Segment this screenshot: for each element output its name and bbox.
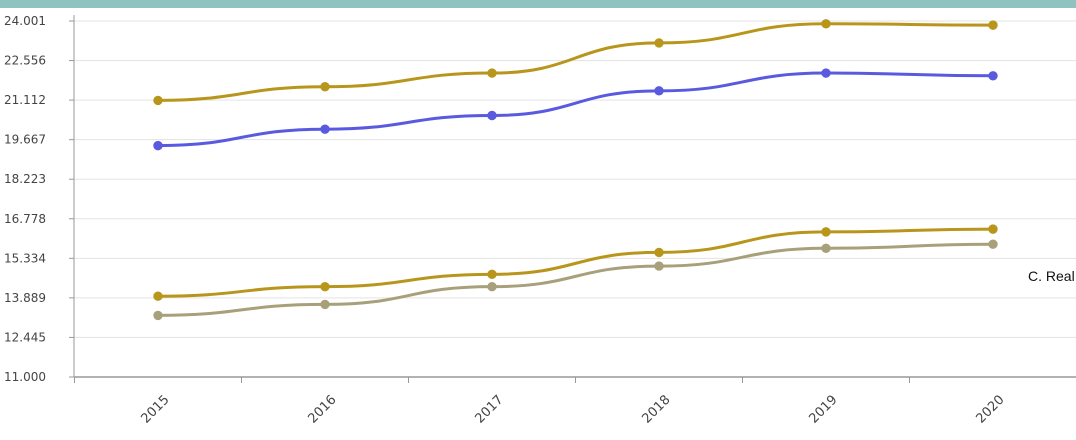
data-point[interactable] — [487, 68, 497, 78]
data-point[interactable] — [654, 261, 664, 271]
data-point[interactable] — [153, 310, 163, 321]
data-point[interactable] — [988, 20, 998, 30]
side-label: C. Real — [1028, 268, 1075, 284]
y-tick-label: 18.223 — [4, 172, 46, 186]
data-point[interactable] — [988, 224, 998, 234]
y-tick-label: 13.889 — [4, 291, 46, 305]
x-tick-label: 2018 — [640, 393, 674, 427]
y-tick-label: 12.445 — [4, 330, 46, 344]
x-tick-label: 2017 — [473, 393, 507, 427]
x-tick-label: 2016 — [306, 393, 340, 427]
series-line-3 — [157, 227, 994, 298]
y-tick-label: 21.112 — [4, 93, 46, 107]
data-point[interactable] — [654, 247, 664, 258]
y-tick-label: 15.334 — [4, 251, 46, 265]
data-point[interactable] — [320, 281, 330, 292]
y-tick-labels: 11.000 12.445 13.889 15.334 16.778 18.223 19.6… — [4, 14, 46, 384]
data-point[interactable] — [988, 71, 998, 81]
series-line-4 — [157, 242, 994, 317]
data-point[interactable] — [487, 269, 497, 280]
x-tick-labels: 2015 2016 2017 2018 2019 2020 — [139, 393, 1008, 427]
data-point[interactable] — [320, 124, 330, 134]
x-tick-label: 2015 — [139, 393, 173, 427]
data-point[interactable] — [153, 291, 163, 301]
data-point[interactable] — [153, 140, 163, 151]
y-tick-label: 22.556 — [4, 54, 46, 68]
header-band — [0, 0, 1076, 8]
data-point[interactable] — [821, 227, 831, 237]
y-tick-label: 16.778 — [4, 212, 46, 226]
axes — [69, 15, 1076, 383]
data-point[interactable] — [487, 281, 497, 292]
y-tick-label: 19.667 — [4, 133, 46, 147]
y-tick-label: 11.000 — [4, 370, 46, 384]
data-point[interactable] — [821, 68, 831, 78]
data-point[interactable] — [153, 95, 163, 106]
data-point[interactable] — [487, 110, 497, 121]
x-tick-label: 2019 — [807, 393, 841, 427]
series-line-1 — [157, 22, 994, 102]
data-point[interactable] — [654, 86, 664, 96]
data-point[interactable] — [821, 243, 831, 254]
series-line-2 — [157, 71, 994, 148]
data-point[interactable] — [320, 82, 330, 92]
y-tick-label: 24.001 — [4, 14, 46, 28]
data-point[interactable] — [654, 38, 664, 48]
data-point[interactable] — [988, 239, 998, 249]
x-tick-label: 2020 — [974, 393, 1008, 427]
data-point[interactable] — [320, 299, 330, 310]
data-point[interactable] — [821, 19, 831, 29]
series-group — [153, 19, 998, 321]
